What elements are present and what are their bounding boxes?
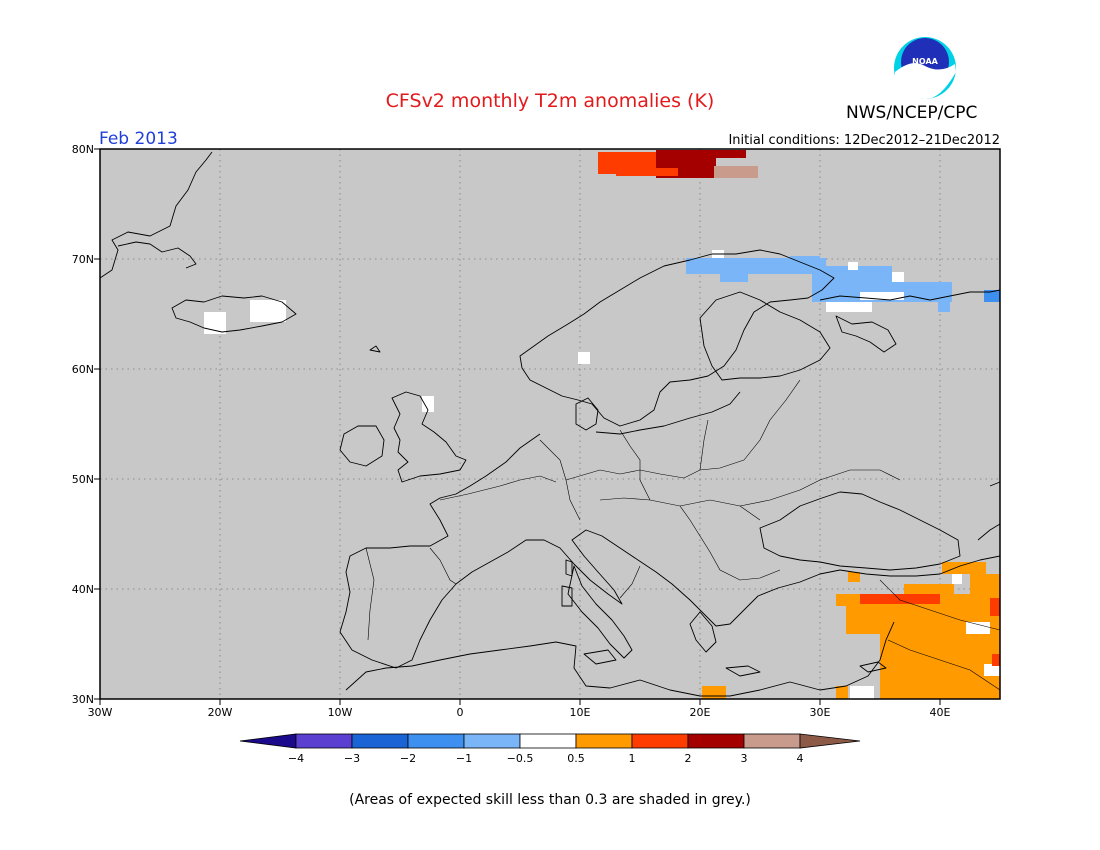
borders [365,379,1001,691]
colorbar-swatch-2-3 [687,733,745,749]
coastlines [99,151,1001,697]
colorbar-swatch-minus05-05 [519,733,577,749]
colorbar-label-1: 1 [628,752,636,765]
noaa-logo-text: NOAA [912,57,938,66]
anomaly-svalbard [598,150,758,178]
skill-note: (Areas of expected skill less than 0.3 a… [349,792,751,808]
lat-label-50n: 50N [71,473,94,486]
lat-label-40n: 40N [71,583,94,596]
lat-label-60n: 60N [71,363,94,376]
colorbar-swatch-minus3-minus2 [351,733,409,749]
noaa-logo: NOAA [894,37,956,100]
anomaly-iceland [204,300,590,412]
colorbar-swatch-minus4-minus3 [295,733,353,749]
lat-label-70n: 70N [71,253,94,266]
lon-label-30w: 30W [87,706,113,719]
colorbar-swatch-lt-minus4 [239,733,297,749]
lon-label-30e: 30E [809,706,831,719]
colorbar-swatch-1-2 [631,733,689,749]
initial-conditions-label: Initial conditions: 12Dec2012–21Dec2012 [728,133,1000,148]
colorbar-swatch-gt-4 [799,733,861,749]
colorbar-swatch-minus1-minus05 [463,733,521,749]
map-title: CFSv2 monthly T2m anomalies (K) [385,90,715,112]
colorbar-label-minus4: −4 [287,752,305,765]
lon-label-0: 0 [456,706,464,719]
lon-label-10e: 10E [569,706,591,719]
organization-label: NWS/NCEP/CPC [846,103,978,123]
map-frame [99,148,1001,700]
axis-ticks [94,148,941,705]
lat-label-80n: 80N [71,143,94,156]
colorbar-label-3: 3 [740,752,748,765]
anomaly-middle-east [702,562,1000,699]
colorbar-label-05: 0.5 [567,752,585,765]
gridlines [100,149,1000,699]
colorbar-label-minus2: −2 [399,752,417,765]
colorbar-swatch-3-4 [743,733,801,749]
colorbar-label-minus1: −1 [455,752,473,765]
lon-label-40e: 40E [929,706,951,719]
colorbar-swatch-05-1 [575,733,633,749]
colorbar-label-2: 2 [684,752,692,765]
lat-label-30n: 30N [71,693,94,706]
colorbar-label-minus05: −0.5 [506,752,534,765]
colorbar-label-minus3: −3 [343,752,361,765]
colorbar-swatch-minus2-minus1 [407,733,465,749]
colorbar-label-4: 4 [796,752,804,765]
lon-label-10w: 10W [327,706,353,719]
period-label: Feb 2013 [99,129,178,149]
lon-label-20e: 20E [689,706,711,719]
colorbar [239,733,861,749]
lon-label-20w: 20W [207,706,233,719]
